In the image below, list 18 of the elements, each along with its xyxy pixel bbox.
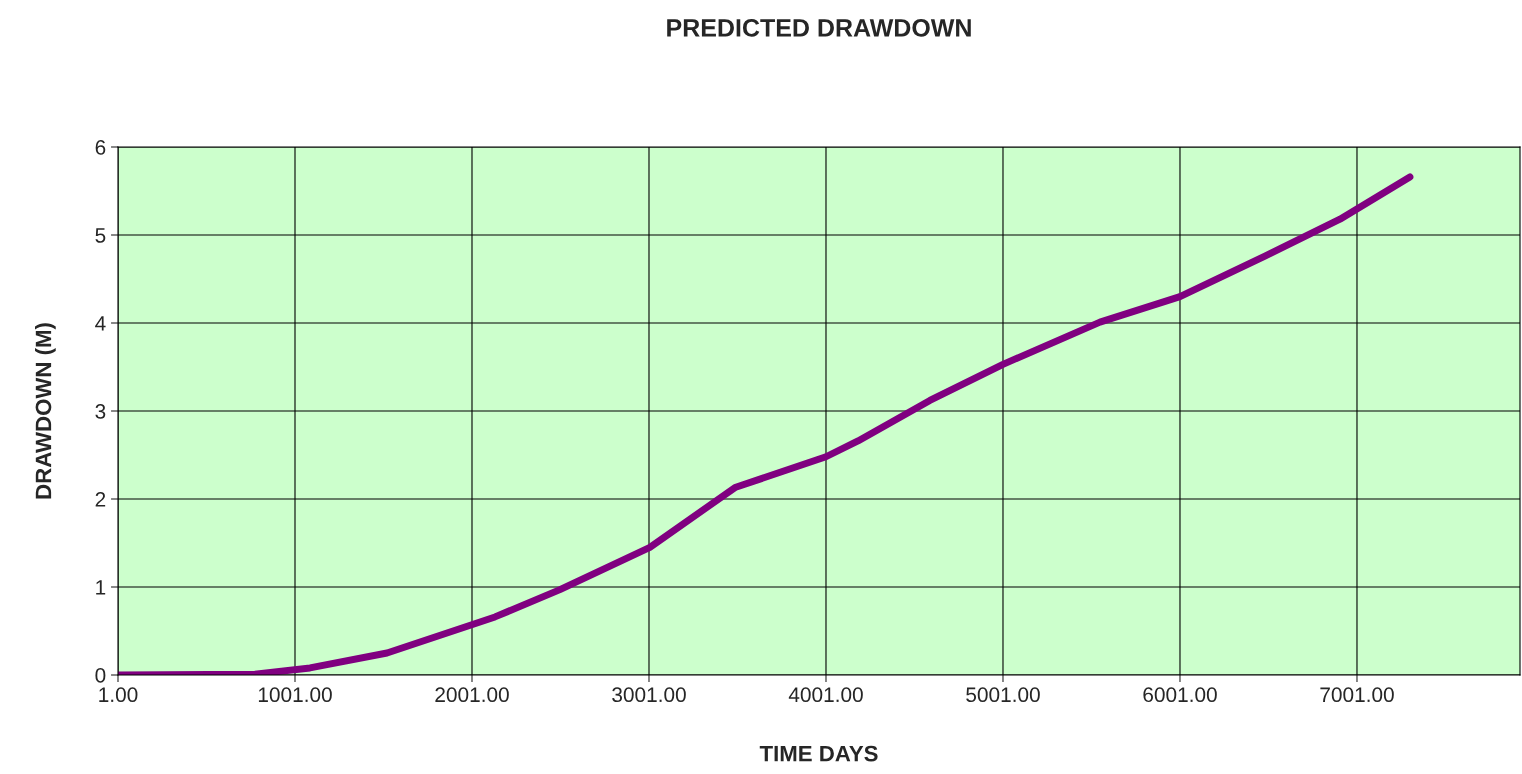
y-tick-label: 3: [95, 404, 106, 419]
y-tick-label: 2: [95, 492, 106, 507]
x-tick-label: 2001.00: [435, 687, 509, 703]
y-tick-label: 1: [96, 580, 106, 595]
y-tick-label: 4: [95, 316, 106, 331]
x-tick-label: 5001.00: [966, 687, 1040, 703]
chart-title: PREDICTED DRAWDOWN: [667, 19, 971, 37]
y-tick-label: 0: [95, 668, 106, 683]
x-tick-label: 7001.00: [1320, 687, 1394, 703]
y-tick-label: 6: [95, 140, 106, 155]
x-tick-label: 4001.00: [788, 687, 863, 703]
y-tick-label: 5: [95, 228, 106, 243]
x-tick-label: 6001.00: [1143, 687, 1217, 703]
x-tick-label: 1001.00: [258, 687, 332, 703]
x-tick-label: 1.00: [99, 687, 138, 703]
x-tick-label: 3001.00: [612, 687, 686, 703]
y-axis-title: DRAWDOWN (M): [35, 323, 56, 499]
x-axis-title: TIME DAYS: [759, 745, 878, 762]
